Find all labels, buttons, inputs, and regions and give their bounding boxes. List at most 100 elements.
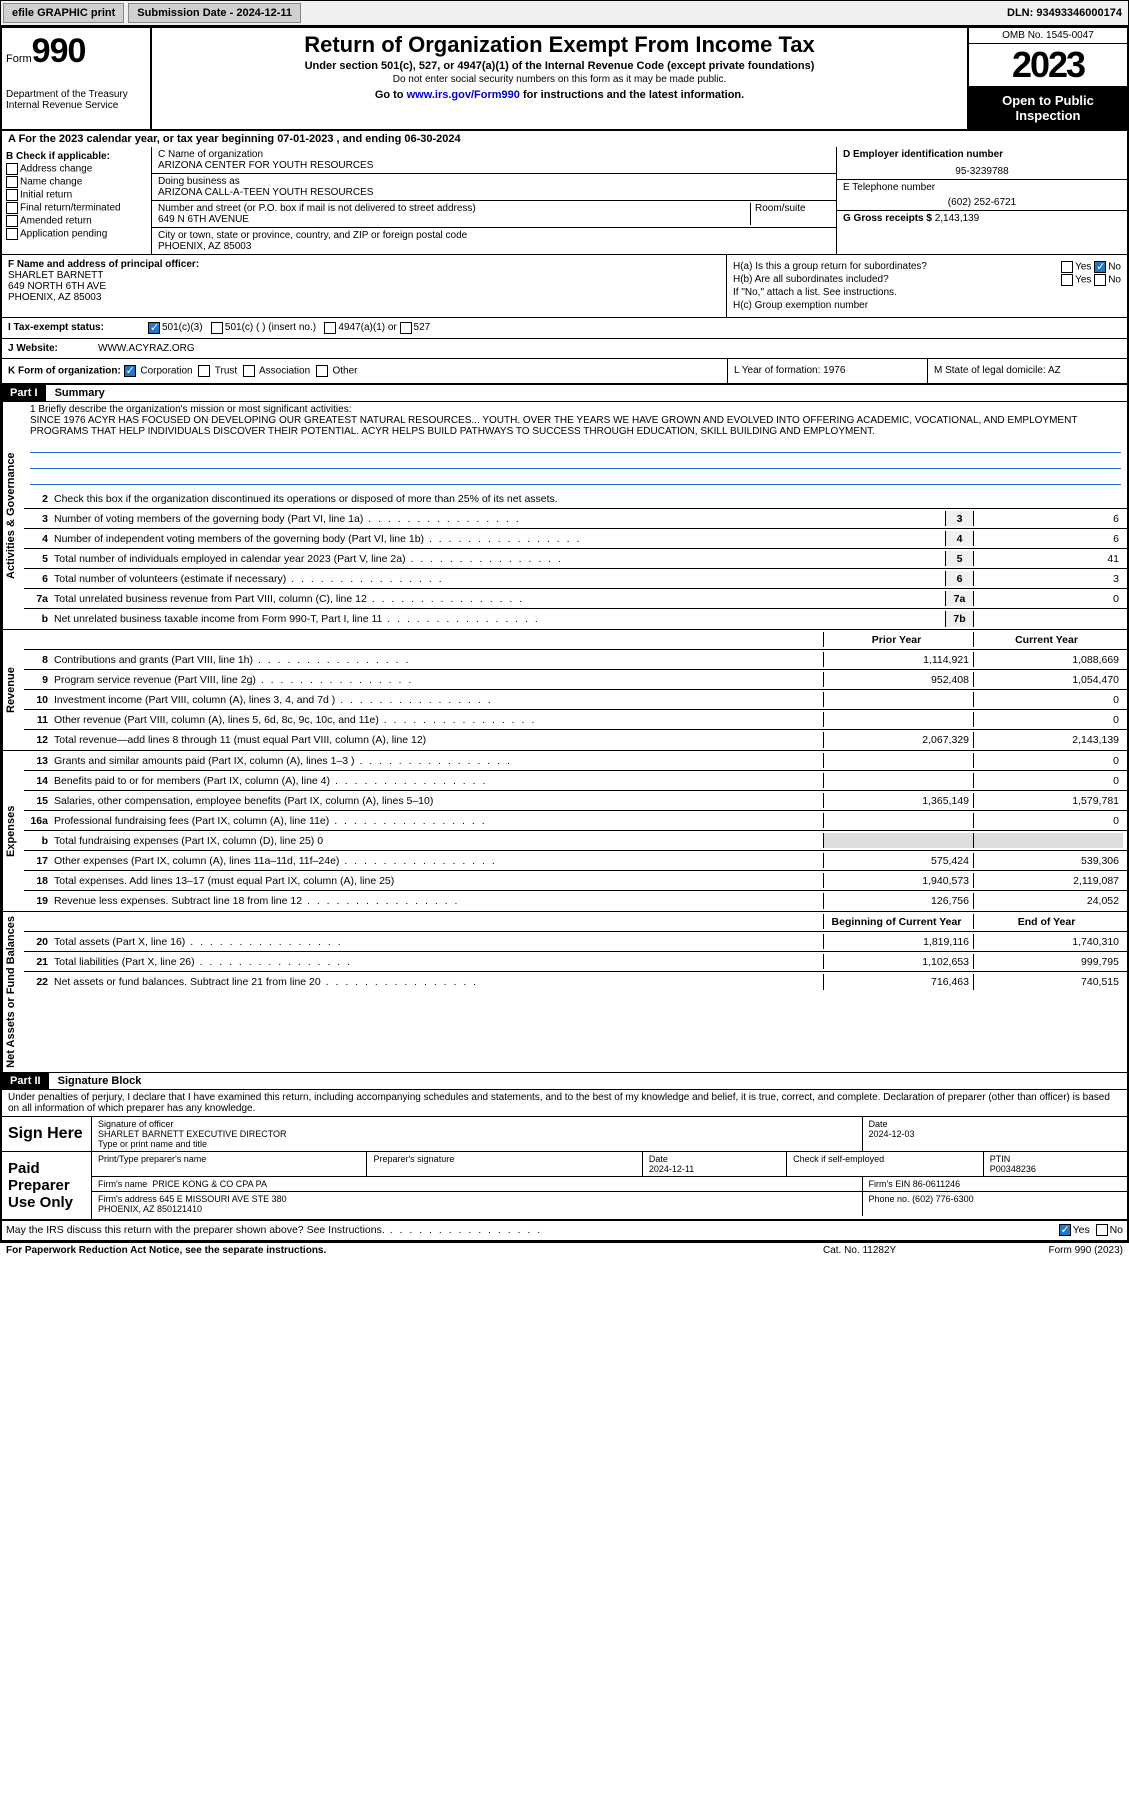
line-16a-curr: 0: [973, 813, 1123, 828]
sign-here-label: Sign Here: [2, 1117, 92, 1151]
line-6: Total number of volunteers (estimate if …: [54, 573, 945, 585]
cb-amended-return[interactable]: Amended return: [6, 215, 147, 227]
no-label: No: [1110, 1224, 1123, 1236]
cat-no: Cat. No. 11282Y: [823, 1245, 983, 1256]
j-label: J Website:: [8, 343, 98, 354]
type-print-label: Type or print name and title: [98, 1139, 856, 1149]
opt-trust: Trust: [215, 366, 237, 377]
revenue-section: Revenue Prior YearCurrent Year 8Contribu…: [2, 630, 1127, 751]
k-form-org: K Form of organization: Corporation Trus…: [2, 359, 727, 383]
line-9-prior: 952,408: [823, 672, 973, 687]
dln-value: 93493346000174: [1036, 7, 1122, 19]
opt-501c3: 501(c)(3): [162, 322, 203, 334]
header-mid: Return of Organization Exempt From Incom…: [152, 28, 967, 129]
part-ii-title: Signature Block: [52, 1073, 148, 1089]
submission-date-button[interactable]: Submission Date - 2024-12-11: [128, 3, 301, 23]
ein-label: D Employer identification number: [843, 149, 1121, 160]
line-2: Check this box if the organization disco…: [54, 493, 1123, 505]
tax-year: 2023: [969, 44, 1127, 87]
cb-application-pending[interactable]: Application pending: [6, 228, 147, 240]
line-17-prior: 575,424: [823, 853, 973, 868]
form-title: Return of Organization Exempt From Incom…: [160, 32, 959, 58]
omb-number: OMB No. 1545-0047: [969, 28, 1127, 44]
hb-yes-cb[interactable]: [1061, 274, 1073, 286]
discuss-no-cb[interactable]: [1096, 1224, 1108, 1236]
b-label: B Check if applicable:: [6, 151, 147, 162]
line-14: Benefits paid to or for members (Part IX…: [54, 775, 823, 787]
discuss-yes-cb[interactable]: [1059, 1224, 1071, 1236]
line-5-val: 41: [973, 551, 1123, 566]
self-emp: Check if self-employed: [787, 1152, 984, 1176]
line-21: Total liabilities (Part X, line 26): [54, 956, 823, 968]
opt-4947: 4947(a)(1) or: [338, 322, 396, 334]
governance-section: Activities & Governance 1 Briefly descri…: [2, 402, 1127, 630]
line-22-end: 740,515: [973, 974, 1123, 990]
cb-trust[interactable]: [198, 365, 210, 377]
cb-other[interactable]: [316, 365, 328, 377]
form-ref: Form 990 (2023): [983, 1245, 1123, 1256]
prep-date-label: Date: [649, 1154, 780, 1164]
efile-button[interactable]: efile GRAPHIC print: [3, 3, 124, 23]
governance-vlabel: Activities & Governance: [2, 402, 24, 629]
row-j-website: J Website: WWW.ACYRAZ.ORG: [2, 339, 1127, 359]
row-fh: F Name and address of principal officer:…: [2, 255, 1127, 318]
ha-yes-cb[interactable]: [1061, 261, 1073, 273]
header-left: Form990 Department of the Treasury Inter…: [2, 28, 152, 129]
name-label: C Name of organization: [158, 149, 830, 160]
cb-address-change[interactable]: Address change: [6, 163, 147, 175]
prior-year-hdr: Prior Year: [823, 632, 973, 647]
pra-notice: For Paperwork Reduction Act Notice, see …: [6, 1245, 823, 1256]
firm-ein: 86-0611246: [913, 1179, 960, 1189]
f-label: F Name and address of principal officer:: [8, 259, 720, 270]
mission-q: 1 Briefly describe the organization's mi…: [30, 404, 1121, 415]
irs-link[interactable]: www.irs.gov/Form990: [407, 89, 520, 101]
ha-label: H(a) Is this a group return for subordin…: [733, 261, 927, 272]
blank-line: [30, 439, 1121, 453]
cb-assoc[interactable]: [243, 365, 255, 377]
col-c-org-info: C Name of organizationARIZONA CENTER FOR…: [152, 147, 837, 254]
col-b-checkboxes: B Check if applicable: Address change Na…: [2, 147, 152, 254]
line-8-curr: 1,088,669: [973, 652, 1123, 667]
opt-501c: 501(c) ( ) (insert no.): [225, 322, 316, 334]
line-21-end: 999,795: [973, 954, 1123, 969]
hb-no-cb[interactable]: [1094, 274, 1106, 286]
ha-no-cb[interactable]: [1094, 261, 1106, 273]
yes-label: Yes: [1075, 262, 1091, 273]
line-7b-val: [973, 611, 1123, 627]
tel-label: E Telephone number: [843, 182, 1121, 193]
netassets-section: Net Assets or Fund Balances Beginning of…: [2, 912, 1127, 1073]
prep-date: 2024-12-11: [649, 1164, 780, 1174]
hb-note: If "No," attach a list. See instructions…: [733, 287, 1121, 298]
cb-initial-return[interactable]: Initial return: [6, 189, 147, 201]
prep-name-label: Print/Type preparer's name: [92, 1152, 367, 1176]
line-14-curr: 0: [973, 773, 1123, 788]
firm-name: PRICE KONG & CO CPA PA: [152, 1179, 267, 1189]
ptin-label: PTIN: [990, 1154, 1121, 1164]
cb-corp[interactable]: [124, 365, 136, 377]
subdate-value: 2024-12-11: [236, 7, 292, 19]
cb-527[interactable]: [400, 322, 412, 334]
cb-label: Initial return: [20, 190, 72, 201]
line-22: Net assets or fund balances. Subtract li…: [54, 976, 823, 988]
line-15-prior: 1,365,149: [823, 793, 973, 808]
cb-final-return[interactable]: Final return/terminated: [6, 202, 147, 214]
cb-label: Final return/terminated: [20, 203, 121, 214]
line-11: Other revenue (Part VIII, column (A), li…: [54, 714, 823, 726]
line-8: Contributions and grants (Part VIII, lin…: [54, 654, 823, 666]
paid-preparer-block: Paid Preparer Use Only Print/Type prepar…: [2, 1152, 1127, 1220]
paid-prep-label: Paid Preparer Use Only: [2, 1152, 92, 1219]
opt-corp: Corporation: [140, 366, 192, 377]
line-17: Other expenses (Part IX, column (A), lin…: [54, 855, 823, 867]
cb-501c3[interactable]: [148, 322, 160, 334]
line-15-curr: 1,579,781: [973, 793, 1123, 808]
cb-501c[interactable]: [211, 322, 223, 334]
state-domicile: M State of legal domicile: AZ: [927, 359, 1127, 383]
line-13-curr: 0: [973, 753, 1123, 768]
line-22-beg: 716,463: [823, 974, 973, 990]
sign-here-block: Sign Here Signature of officerSHARLET BA…: [2, 1117, 1127, 1152]
line-12-curr: 2,143,139: [973, 732, 1123, 748]
current-year-hdr: Current Year: [973, 632, 1123, 647]
cb-name-change[interactable]: Name change: [6, 176, 147, 188]
col-f-officer: F Name and address of principal officer:…: [2, 255, 727, 317]
cb-4947[interactable]: [324, 322, 336, 334]
